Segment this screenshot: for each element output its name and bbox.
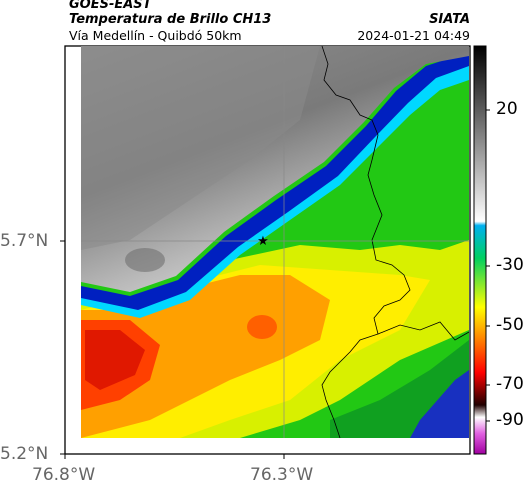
- lon-tick-label: 76.8°W: [32, 465, 96, 485]
- product-title: Temperatura de Brillo CH13: [69, 12, 272, 27]
- lon-tick-label: 76.3°W: [250, 465, 314, 485]
- department-border: [321, 46, 411, 438]
- region-label: Vía Medellín - Quibdó 50km: [69, 28, 242, 43]
- colorbar-tick: 20: [496, 99, 518, 119]
- lat-tick-label: 5.7°N: [0, 231, 49, 251]
- cold-cloud-region: [410, 370, 469, 438]
- lat-tick-label: 5.2°N: [0, 444, 49, 464]
- colorbar: [473, 45, 487, 455]
- colorbar-tick: -30: [496, 255, 524, 275]
- satellite-title: GOES-EAST: [69, 0, 152, 12]
- agency-label: SIATA: [429, 12, 470, 27]
- colorbar-tick: -70: [496, 374, 524, 394]
- colorbar-tick: -90: [496, 410, 524, 430]
- colorbar-tick: -50: [496, 315, 524, 335]
- star-marker: ★: [257, 234, 269, 249]
- datetime-label: 2024-01-21 04:49: [357, 28, 470, 43]
